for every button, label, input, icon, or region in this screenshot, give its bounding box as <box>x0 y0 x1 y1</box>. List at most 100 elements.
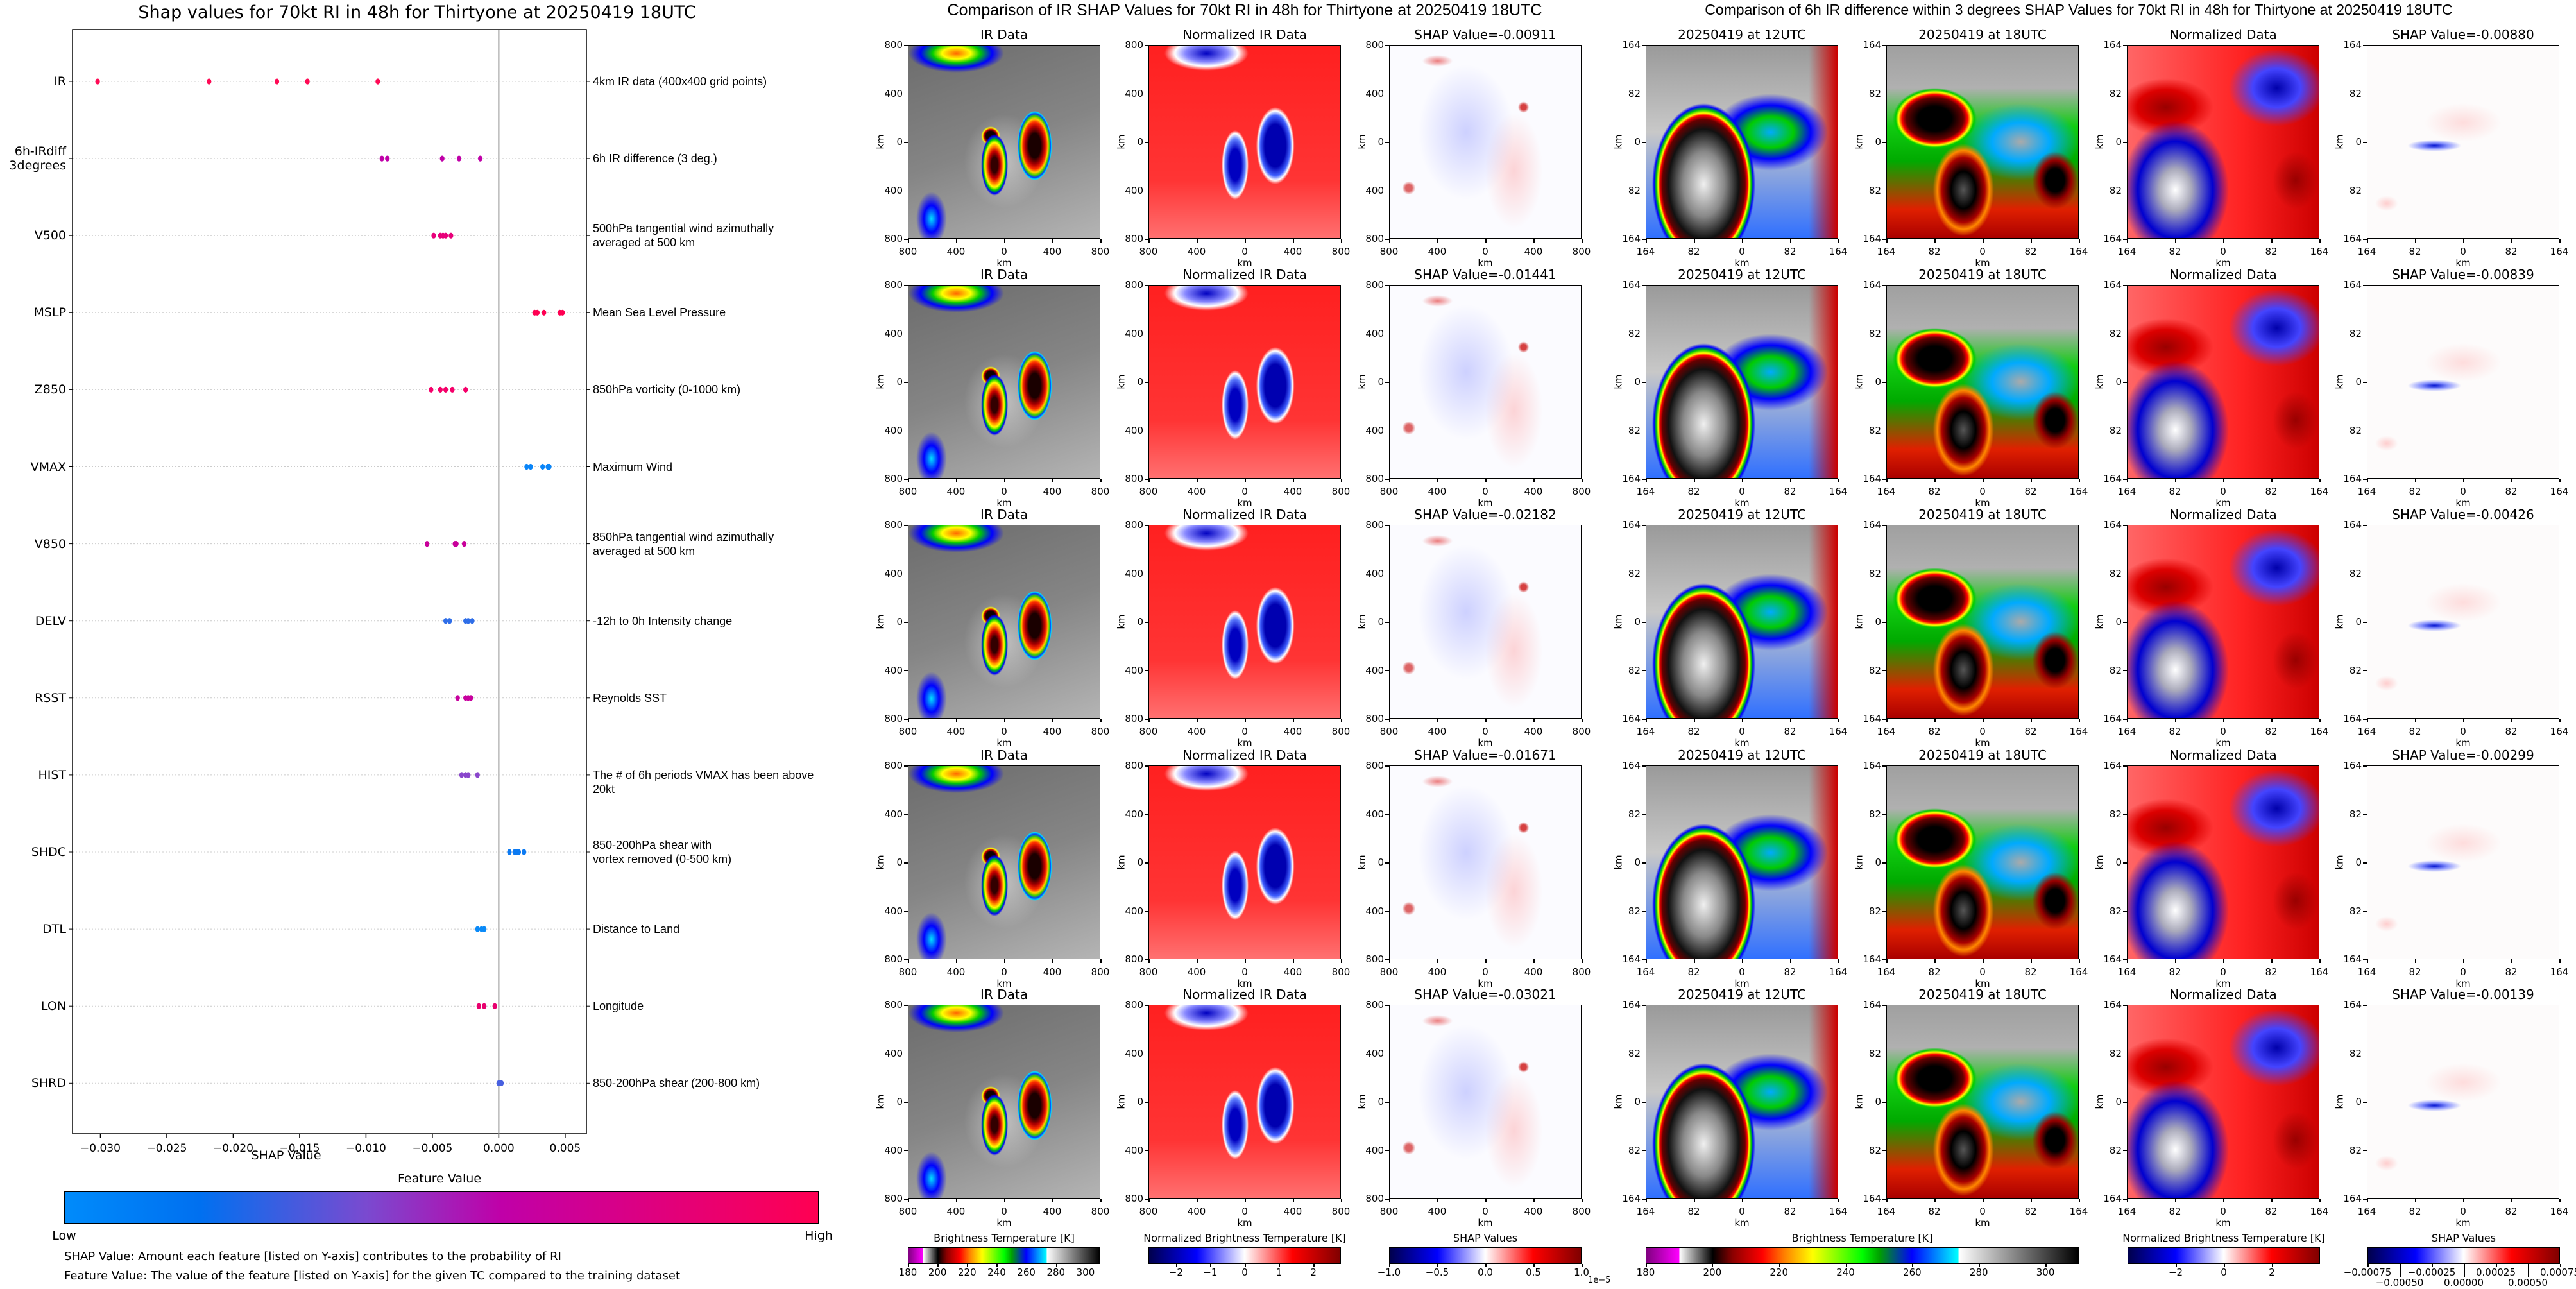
shap-point <box>475 772 480 778</box>
y-tick-mark <box>1642 765 1646 767</box>
x-tick-label: 82 <box>1928 246 1941 257</box>
y-tick-label: 82 <box>2109 424 2122 436</box>
x-axis-label: km <box>1478 497 1493 509</box>
x-tick-label: 400 <box>1187 246 1206 257</box>
x-tick-mark <box>2271 479 2273 482</box>
y-tick-label: 164 <box>1622 999 1641 1011</box>
shap-point <box>463 386 468 393</box>
image-panel <box>1148 285 1341 479</box>
x-tick-mark <box>2463 959 2464 963</box>
y-tick-mark <box>1642 45 1646 46</box>
colorbar-tick-label: 280 <box>1969 1267 1988 1278</box>
x-tick-mark <box>1694 719 1695 722</box>
y-tick-label: 400 <box>1365 424 1384 436</box>
x-tick-mark <box>1341 719 1342 722</box>
x-tick-mark <box>2079 479 2080 482</box>
y-tick-label: 82 <box>2109 1144 2122 1156</box>
shap-point <box>547 463 552 470</box>
y-tick-mark <box>2123 239 2127 240</box>
y-tick-mark <box>1882 479 1886 480</box>
y-tick-label: 82 <box>1868 87 1881 99</box>
y-tick-mark <box>1882 285 1886 286</box>
x-tick-label: 0 <box>2460 1206 2466 1217</box>
shap-point <box>528 463 533 470</box>
x-axis-label: km <box>1734 737 1750 749</box>
y-tick-mark <box>2363 765 2367 767</box>
x-axis-label: km <box>2455 257 2471 269</box>
y-tick-mark <box>904 1005 908 1006</box>
x-tick-mark <box>1742 719 1743 722</box>
panel-title: Normalized Data <box>2169 747 2277 763</box>
shap-plot-title: Shap values for 70kt RI in 48h for Thirt… <box>138 3 696 22</box>
x-tick-label: 0 <box>1482 1206 1488 1217</box>
colorbar <box>908 1247 1100 1264</box>
y-tick-mark <box>1385 1199 1389 1200</box>
x-tick-mark <box>2223 479 2224 482</box>
x-axis-label: km <box>996 978 1012 989</box>
y-tick-mark <box>1385 622 1389 623</box>
x-tick-mark <box>1742 959 1743 963</box>
x-tick-label: 0 <box>2220 966 2226 978</box>
y-tick-label: 0 <box>1875 857 1881 868</box>
y-tick-label: 400 <box>1125 327 1143 339</box>
x-tick-label: 164 <box>1636 966 1655 978</box>
x-tick-mark <box>2559 479 2561 482</box>
y-tick-label: 800 <box>1365 713 1384 724</box>
x-tick-label: 82 <box>2505 486 2518 497</box>
x-tick-label: 164 <box>1829 1206 1848 1217</box>
x-tick-mark <box>908 1199 909 1202</box>
colorbar <box>2367 1247 2560 1264</box>
y-tick-mark <box>904 333 908 334</box>
x-tick-mark <box>1694 1199 1695 1202</box>
y-tick-label: 0 <box>1137 616 1143 627</box>
y-tick-mark <box>904 1053 908 1054</box>
x-tick-mark <box>1582 959 1583 963</box>
x-tick-label: 82 <box>2265 486 2278 497</box>
x-tick-label: 164 <box>2069 726 2088 737</box>
x-tick-mark <box>908 239 909 243</box>
y-tick-mark <box>1385 430 1389 431</box>
x-tick-mark <box>2223 719 2224 722</box>
x-tick-mark <box>908 959 909 963</box>
x-tick-mark <box>1197 959 1198 963</box>
y-tick-label: 400 <box>884 184 903 196</box>
x-tick-label: 82 <box>2265 246 2278 257</box>
x-tick-label: 0 <box>1241 726 1248 737</box>
panel-title: 20250419 at 12UTC <box>1678 987 1806 1002</box>
x-tick-label: 400 <box>1043 486 1062 497</box>
shap-point <box>274 78 280 85</box>
x-tick-label: 800 <box>1572 726 1591 737</box>
x-tick-label: 164 <box>1829 726 1848 737</box>
shap-point <box>516 849 522 855</box>
colorbar-tick-label: 180 <box>1636 1267 1655 1278</box>
x-tick-mark <box>956 479 957 482</box>
x-tick-label: 800 <box>1331 966 1351 978</box>
x-tick-mark <box>908 479 909 482</box>
y-tick-mark <box>1145 239 1148 240</box>
x-tick-mark <box>1389 959 1390 963</box>
y-axis-label: km <box>2333 374 2346 389</box>
colorbar-tick-mark <box>2432 1264 2433 1267</box>
x-tick-label: 0 <box>1001 486 1007 497</box>
x-tick-mark <box>1197 239 1198 243</box>
y-tick-label: 0 <box>1875 136 1881 148</box>
y-tick-label: 0 <box>1378 616 1384 627</box>
x-tick-mark <box>2511 239 2512 243</box>
y-tick-label: 0 <box>1875 376 1881 388</box>
y-tick-mark <box>1882 1102 1886 1103</box>
y-tick-label: 82 <box>2109 327 2122 339</box>
colorbar-tick-mark <box>1389 1264 1390 1267</box>
y-tick-mark <box>1642 622 1646 623</box>
y-tick-mark <box>2123 862 2127 864</box>
x-tick-mark <box>1437 959 1438 963</box>
y-tick-mark <box>1882 1199 1886 1200</box>
feature-label: MSLP <box>33 305 67 320</box>
x-axis-label: km <box>1237 737 1252 749</box>
y-axis-label: km <box>1356 614 1368 629</box>
x-tick-label: 164 <box>2117 1206 2137 1217</box>
x-tick-label: 82 <box>1687 246 1700 257</box>
y-tick-mark <box>2123 573 2127 574</box>
x-tick-label: 800 <box>1091 486 1110 497</box>
y-tick-label: 800 <box>1365 999 1384 1011</box>
x-tick-mark <box>1148 719 1150 722</box>
